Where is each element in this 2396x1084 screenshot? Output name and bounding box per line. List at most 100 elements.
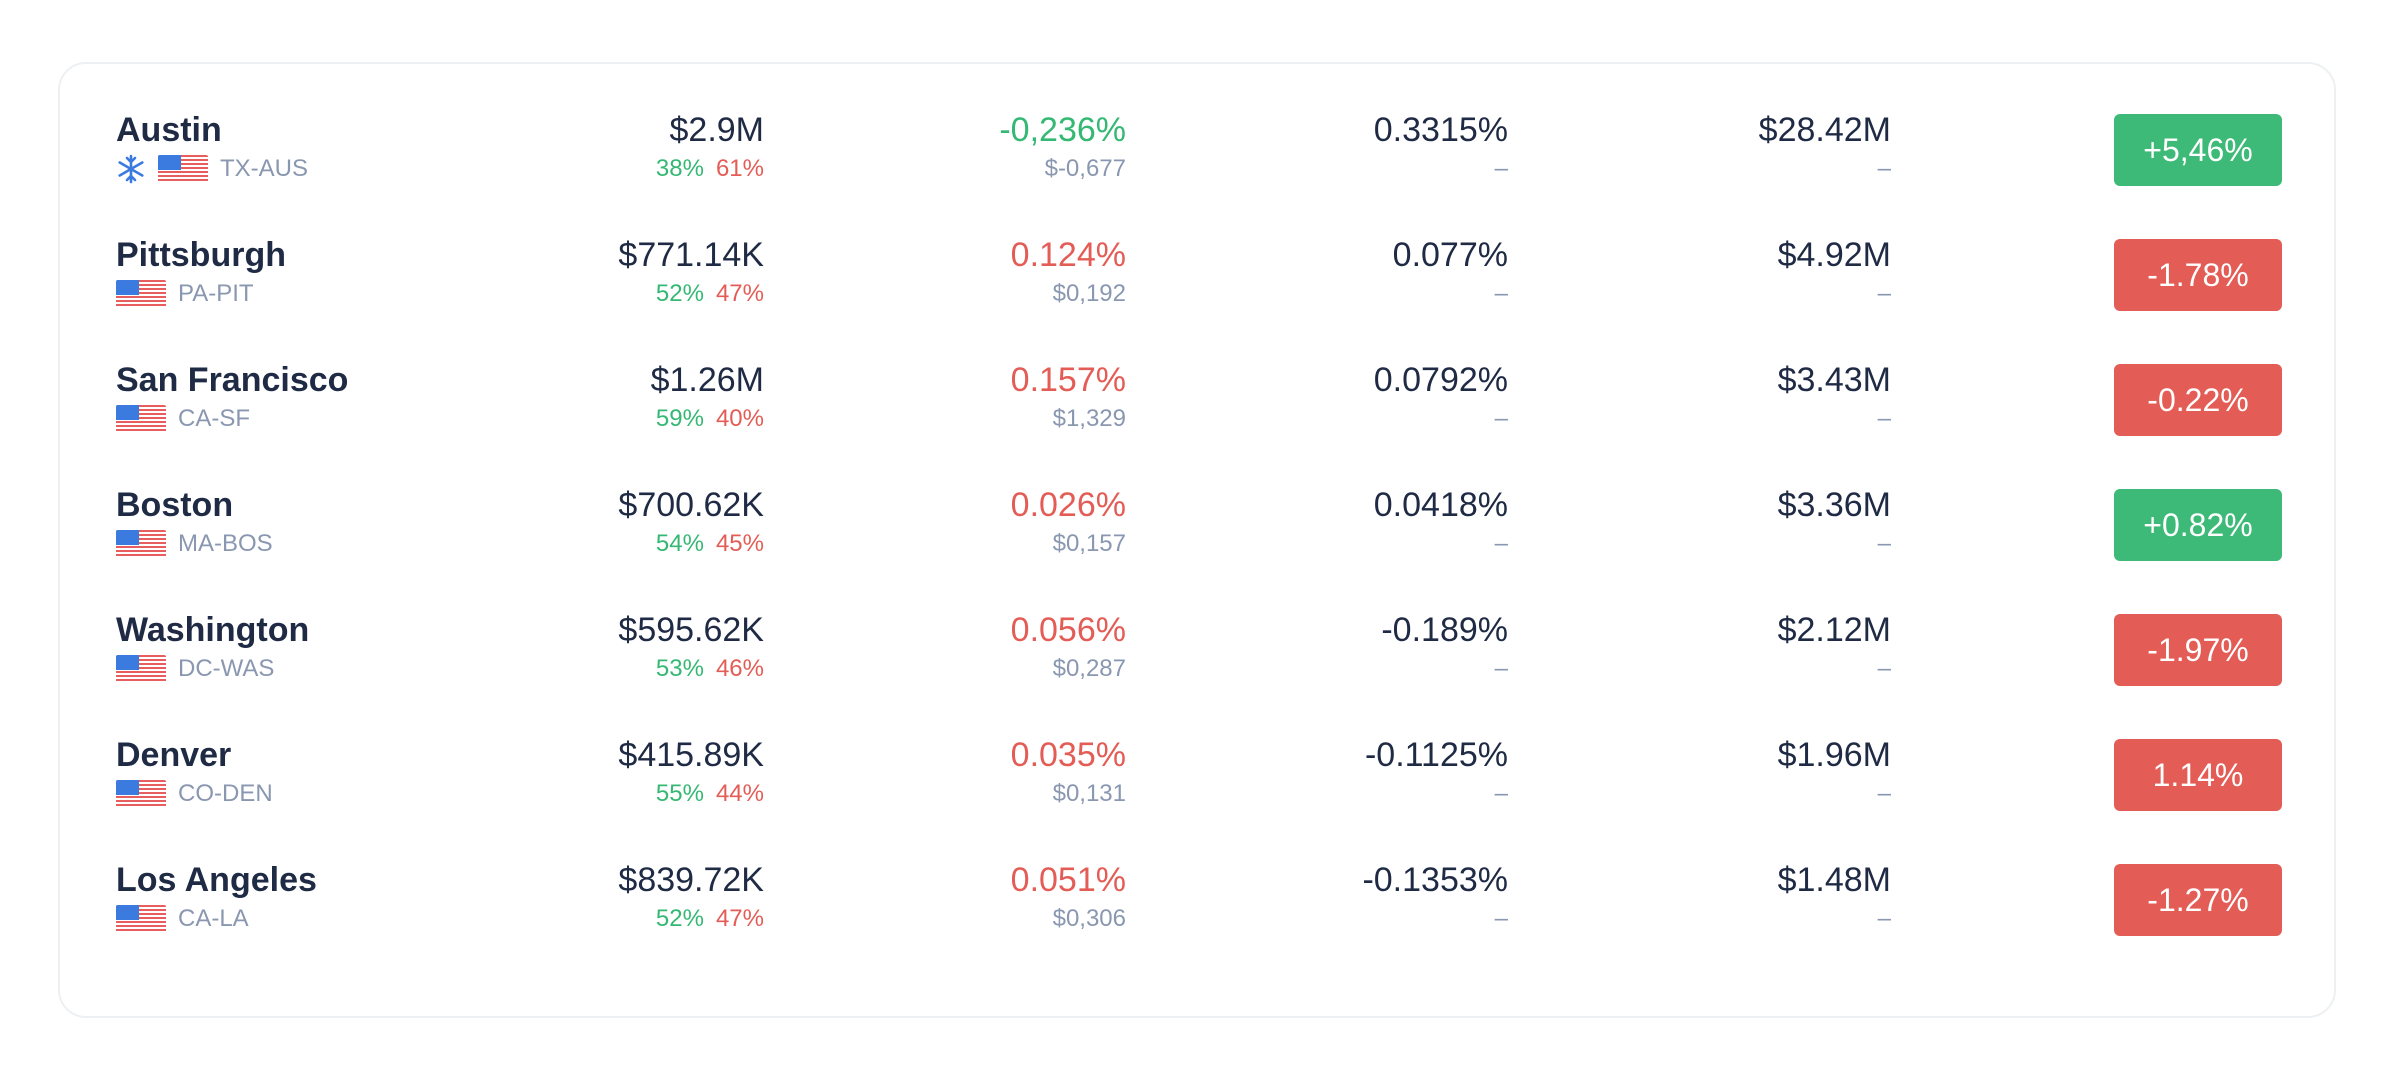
buy-percent: 59% [655, 405, 704, 432]
city-code: TX-AUS [220, 155, 309, 182]
city-meta: CA-LA [116, 902, 249, 936]
rate-value: 0.077% [1392, 236, 1508, 274]
open-interest: $3.43M [1777, 361, 1891, 399]
buy-percent: 38% [655, 155, 704, 182]
snowflake-icon [118, 154, 144, 184]
rate-sub: – [1494, 905, 1508, 932]
city-name: Boston [116, 486, 234, 524]
us-flag-icon [116, 905, 166, 933]
change-badge[interactable]: 1.14% [2114, 739, 2282, 811]
us-flag-icon [116, 280, 166, 308]
funding-rate: 0.026% [1010, 486, 1126, 524]
city-name: Washington [116, 611, 310, 649]
buy-sell-split: 54% 45% [644, 529, 764, 559]
city-name: Denver [116, 736, 232, 774]
volume-value: $839.72K [618, 861, 764, 899]
table-row[interactable]: Washington DC-WAS $595.62K 53% 46% 0.056% $0,2… [60, 564, 2334, 689]
sell-percent: 45% [715, 530, 764, 557]
volume-value: $415.89K [618, 736, 764, 774]
buy-sell-split: 52% 47% [644, 279, 764, 309]
open-interest-sub: – [1877, 780, 1891, 807]
buy-percent: 55% [655, 780, 704, 807]
open-interest-sub: – [1877, 155, 1891, 182]
funding-amount: $0,131 [1052, 780, 1126, 807]
volume-value: $2.9M [669, 111, 765, 149]
funding-rate: -0,236% [999, 111, 1126, 149]
city-meta: PA-PIT [116, 277, 254, 311]
funding-rate: 0.157% [1010, 361, 1126, 399]
change-badge[interactable]: -1.97% [2114, 614, 2282, 686]
sell-percent: 46% [715, 655, 764, 682]
change-badge[interactable]: -1.27% [2114, 864, 2282, 936]
city-meta: MA-BOS [116, 527, 273, 561]
city-meta: CO-DEN [116, 777, 273, 811]
rate-value: -0.189% [1381, 611, 1508, 649]
city-code: CO-DEN [178, 780, 273, 807]
open-interest: $3.36M [1777, 486, 1891, 524]
city-code: MA-BOS [178, 530, 273, 557]
buy-percent: 54% [655, 530, 704, 557]
open-interest: $4.92M [1777, 236, 1891, 274]
city-code: CA-LA [178, 905, 249, 932]
us-flag-icon [116, 655, 166, 683]
table-row[interactable]: Pittsburgh PA-PIT $771.14K 52% 47% 0.124% $0,1… [60, 189, 2334, 314]
buy-sell-split: 52% 47% [644, 904, 764, 934]
rate-sub: – [1494, 530, 1508, 557]
table-row[interactable]: Boston MA-BOS $700.62K 54% 45% 0.026% $0,157 0.… [60, 439, 2334, 564]
rate-value: 0.0418% [1373, 486, 1508, 524]
sell-percent: 44% [715, 780, 764, 807]
volume-value: $1.26M [650, 361, 764, 399]
city-meta: CA-SF [116, 402, 250, 436]
rate-value: 0.0792% [1373, 361, 1508, 399]
open-interest: $28.42M [1758, 111, 1891, 149]
city-code: CA-SF [178, 405, 250, 432]
open-interest: $1.48M [1777, 861, 1891, 899]
city-name: Los Angeles [116, 861, 317, 899]
table-row[interactable]: San Francisco CA-SF $1.26M 59% 40% 0.157% $1,3… [60, 314, 2334, 439]
table-row[interactable]: Denver CO-DEN $415.89K 55% 44% 0.035% $0,131 -0… [60, 689, 2334, 814]
rate-sub: – [1494, 655, 1508, 682]
table-row[interactable]: Austin TX-AUS $2.9M 38% 61% -0,236% $-0,677 0.3… [60, 64, 2334, 189]
rate-sub: – [1494, 780, 1508, 807]
funding-rate: 0.124% [1010, 236, 1126, 274]
open-interest-sub: – [1877, 905, 1891, 932]
funding-amount: $0,192 [1052, 280, 1126, 307]
buy-percent: 53% [655, 655, 704, 682]
change-badge[interactable]: +5,46% [2114, 114, 2282, 186]
rate-value: -0.1353% [1362, 861, 1508, 899]
open-interest: $1.96M [1777, 736, 1891, 774]
rate-sub: – [1494, 405, 1508, 432]
funding-amount: $0,157 [1052, 530, 1126, 557]
change-badge[interactable]: -1.78% [2114, 239, 2282, 311]
rate-value: 0.3315% [1373, 111, 1508, 149]
open-interest: $2.12M [1777, 611, 1891, 649]
buy-percent: 52% [655, 280, 704, 307]
open-interest-sub: – [1877, 405, 1891, 432]
funding-amount: $-0,677 [1044, 155, 1126, 182]
buy-percent: 52% [655, 905, 704, 932]
city-name: San Francisco [116, 361, 349, 399]
open-interest-sub: – [1877, 280, 1891, 307]
city-name: Austin [116, 111, 222, 149]
us-flag-icon [116, 405, 166, 433]
sell-percent: 47% [715, 280, 764, 307]
city-code: PA-PIT [178, 280, 254, 307]
buy-sell-split: 59% 40% [644, 404, 764, 434]
city-name: Pittsburgh [116, 236, 286, 274]
change-badge[interactable]: -0.22% [2114, 364, 2282, 436]
rate-sub: – [1494, 155, 1508, 182]
us-flag-icon [116, 530, 166, 558]
buy-sell-split: 38% 61% [644, 154, 764, 184]
funding-amount: $0,306 [1052, 905, 1126, 932]
funding-rate: 0.056% [1010, 611, 1126, 649]
volume-value: $700.62K [618, 486, 764, 524]
sell-percent: 47% [715, 905, 764, 932]
change-badge[interactable]: +0.82% [2114, 489, 2282, 561]
open-interest-sub: – [1877, 655, 1891, 682]
volume-value: $771.14K [618, 236, 764, 274]
city-meta: TX-AUS [116, 152, 308, 186]
table-row[interactable]: Los Angeles CA-LA $839.72K 52% 47% 0.051% $0,3… [60, 814, 2334, 939]
city-code: DC-WAS [178, 655, 275, 682]
funding-rate: 0.051% [1010, 861, 1126, 899]
buy-sell-split: 55% 44% [644, 779, 764, 809]
